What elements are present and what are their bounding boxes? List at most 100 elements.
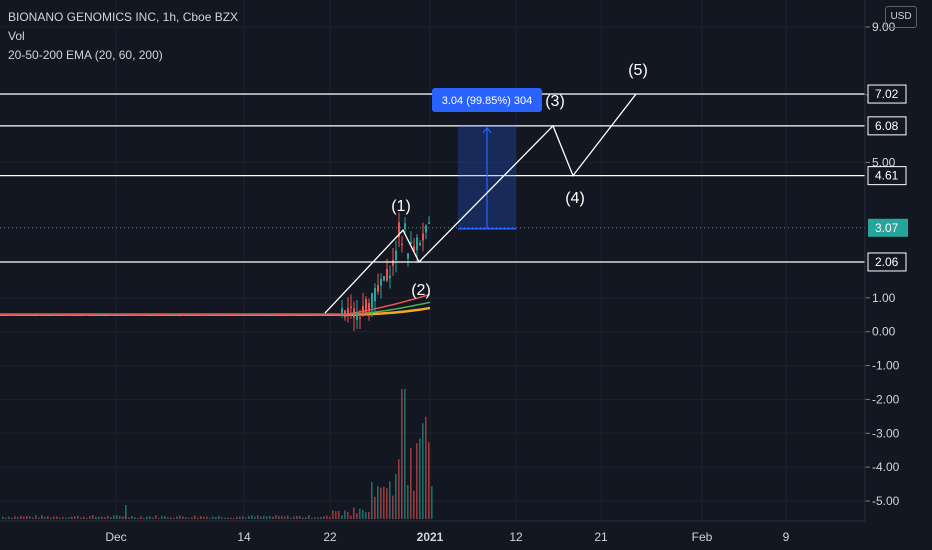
price-tick-label: -1.00 <box>872 359 900 373</box>
volume-bar <box>5 517 7 519</box>
level-tag-label: 2.06 <box>875 255 899 269</box>
candle-body <box>41 314 43 316</box>
volume-bar <box>209 517 211 519</box>
candle-body <box>8 314 10 316</box>
volume-bar <box>134 517 136 519</box>
volume-bar <box>374 496 376 519</box>
volume-bar <box>68 517 70 519</box>
candle-body <box>158 314 160 316</box>
volume-bar <box>383 486 385 519</box>
candle-body <box>20 314 22 316</box>
candle-body <box>26 314 28 316</box>
wave-label-4[interactable]: (4) <box>565 190 585 207</box>
volume-bar <box>14 516 16 519</box>
volume-bar <box>197 517 199 519</box>
currency-button[interactable]: USD <box>885 6 917 28</box>
ema-indicator-label[interactable]: 20-50-200 EMA (20, 60, 200) <box>8 48 163 62</box>
volume-indicator-label[interactable]: Vol <box>8 29 25 43</box>
candle-body <box>143 315 145 317</box>
candle-body <box>152 314 154 316</box>
wave-label-2[interactable]: (2) <box>411 282 431 299</box>
candle-body <box>188 314 190 316</box>
candle-body <box>128 314 130 316</box>
volume-bar <box>272 516 274 519</box>
price-tick-label: 5.00 <box>872 155 896 169</box>
candle-body <box>254 314 256 316</box>
candle-body <box>170 314 172 316</box>
candle-body <box>215 314 217 316</box>
volume-bar <box>41 515 43 519</box>
chart-grid <box>0 0 865 521</box>
volume-bar <box>71 516 73 519</box>
candle-body <box>218 314 220 316</box>
volume-bar <box>380 487 382 519</box>
elliott-wave-drawing[interactable]: (1) (2) (3) (4) (5) <box>324 62 648 314</box>
candle-body <box>107 314 109 316</box>
volume-bar <box>314 517 316 519</box>
volume-bar <box>392 495 394 519</box>
volume-bar <box>152 517 154 519</box>
horizontal-levels[interactable] <box>0 93 865 263</box>
volume-bar <box>404 389 406 519</box>
candle-body <box>338 314 340 316</box>
volume-bar <box>83 516 85 519</box>
volume-bar <box>206 516 208 519</box>
volume-bar <box>236 516 238 519</box>
candle-body <box>368 302 370 312</box>
candle-body <box>395 250 397 260</box>
volume-bar <box>44 516 46 519</box>
volume-bar <box>158 517 160 519</box>
volume-bar <box>32 517 34 519</box>
candle-body <box>293 314 295 316</box>
candle-body <box>407 253 409 259</box>
volume-bar <box>431 486 433 519</box>
volume-bar <box>287 515 289 519</box>
time-tick-label: Feb <box>692 530 713 544</box>
candle-body <box>23 314 25 316</box>
candle-body <box>14 314 16 316</box>
wave-path[interactable] <box>324 93 637 314</box>
price-tick-label: -3.00 <box>872 426 900 440</box>
price-axis[interactable]: 9.007.005.001.000.00-1.00-2.00-3.00-4.00… <box>864 0 932 521</box>
time-axis[interactable]: Dec 14 22 2021 12 21 Feb 9 <box>0 520 932 550</box>
time-tick-label: 9 <box>783 530 790 544</box>
candle-body <box>212 314 214 316</box>
candle-body <box>32 314 34 316</box>
volume-bar <box>242 516 244 519</box>
wave-label-1[interactable]: (1) <box>391 198 411 215</box>
price-range-measure[interactable]: 3.04 (99.85%) 304 <box>432 88 542 230</box>
candle-body <box>335 314 337 316</box>
volume-bar <box>155 515 157 519</box>
volume-bar <box>161 515 163 519</box>
volume-bar <box>308 515 310 519</box>
volume-bar <box>110 517 112 519</box>
candle-body <box>350 306 352 308</box>
candle-body <box>344 310 346 318</box>
candle-body <box>383 276 385 281</box>
candle-body <box>137 315 139 317</box>
volume-bar <box>95 516 97 519</box>
volume-bar <box>92 515 94 519</box>
candle-body <box>47 314 49 316</box>
candle-body <box>155 314 157 316</box>
price-tick-label: -5.00 <box>872 494 900 508</box>
volume-bar <box>401 389 403 519</box>
wave-label-3[interactable]: (3) <box>545 93 565 110</box>
candle-body <box>362 305 364 314</box>
symbol-title[interactable]: BIONANO GENOMICS INC, 1h, Cboe BZX <box>8 10 239 24</box>
candle-body <box>35 314 37 316</box>
volume-bar <box>194 515 196 519</box>
time-tick-label: 21 <box>594 530 608 544</box>
volume-bar <box>248 516 250 519</box>
volume-bar <box>173 517 175 519</box>
candle-body <box>404 223 406 230</box>
candle-body <box>122 314 124 316</box>
volume-bar <box>341 515 343 519</box>
volume-bar <box>419 438 421 519</box>
volume-bar <box>422 423 424 519</box>
wave-label-5[interactable]: (5) <box>628 62 648 79</box>
volume-bar <box>335 511 337 519</box>
volume-bar <box>290 517 292 519</box>
candle-body <box>116 314 118 316</box>
